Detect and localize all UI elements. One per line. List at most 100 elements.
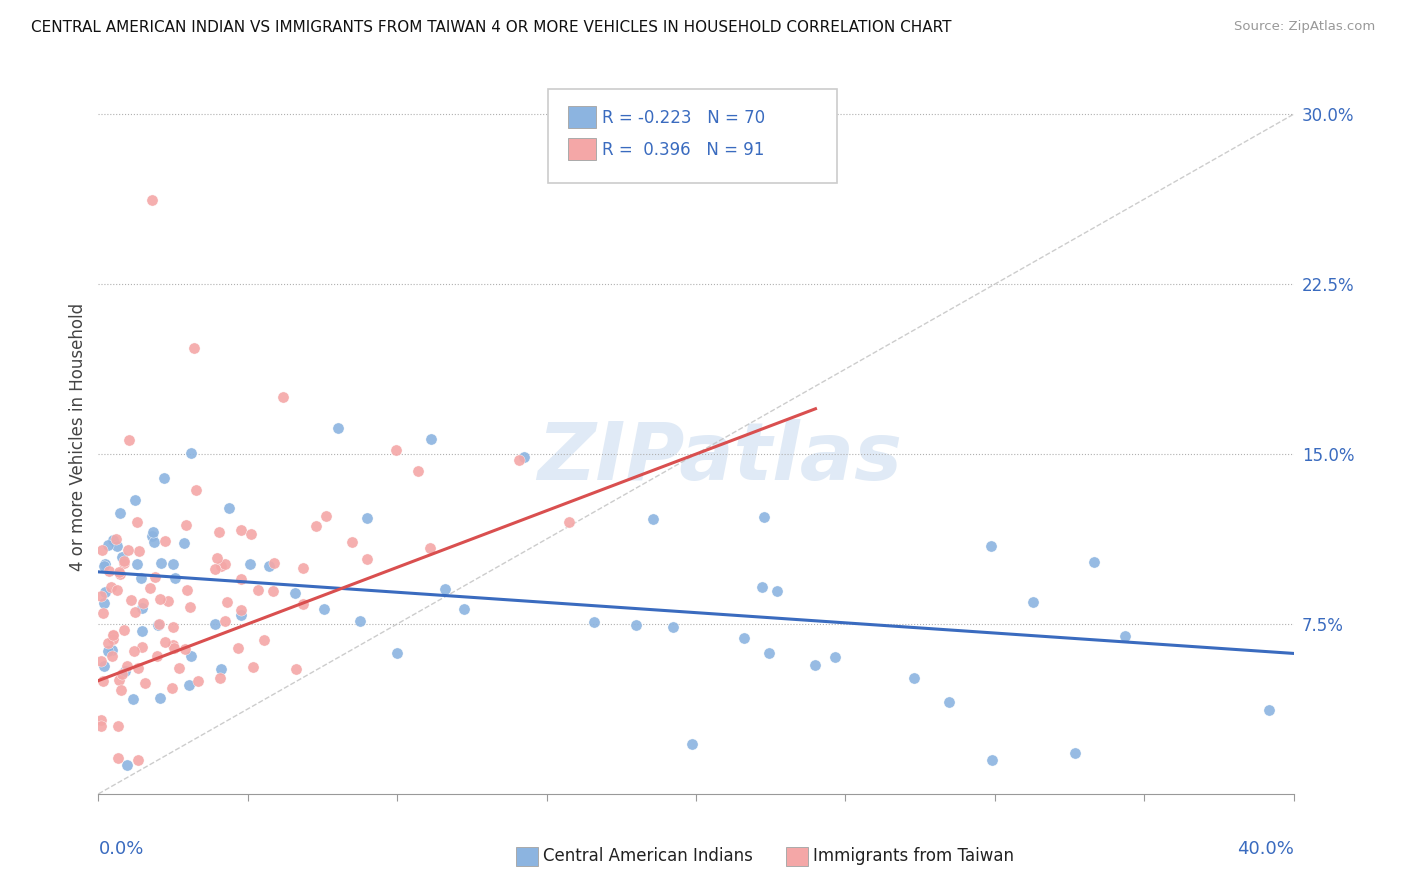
Point bbox=[305, 519, 328, 533]
Point bbox=[115, 757, 138, 772]
Point bbox=[153, 635, 176, 649]
Point bbox=[90, 719, 112, 733]
Point bbox=[292, 561, 315, 575]
Point bbox=[91, 673, 114, 688]
Point bbox=[349, 614, 371, 628]
Point bbox=[558, 515, 581, 529]
Point bbox=[117, 542, 139, 557]
Point bbox=[217, 595, 239, 609]
Point bbox=[187, 673, 209, 688]
Point bbox=[752, 510, 775, 524]
Point bbox=[108, 565, 131, 579]
Point bbox=[583, 615, 606, 629]
Point bbox=[218, 500, 240, 515]
Point bbox=[134, 676, 156, 690]
Point bbox=[513, 450, 536, 465]
Point bbox=[1083, 555, 1105, 569]
Point bbox=[804, 657, 827, 672]
Point bbox=[131, 640, 153, 655]
Point bbox=[662, 620, 685, 634]
Point bbox=[165, 571, 187, 585]
Point bbox=[733, 631, 755, 645]
Point bbox=[110, 683, 132, 698]
Point bbox=[93, 596, 115, 610]
Point bbox=[242, 660, 264, 674]
Point bbox=[626, 618, 648, 632]
Point bbox=[101, 627, 124, 641]
Point bbox=[132, 596, 155, 610]
Point bbox=[384, 442, 406, 457]
Point bbox=[148, 616, 170, 631]
Point bbox=[110, 506, 132, 520]
Point bbox=[214, 614, 236, 628]
Point bbox=[127, 515, 149, 529]
Point bbox=[97, 643, 120, 657]
Point bbox=[120, 592, 142, 607]
Point bbox=[231, 523, 253, 537]
Point bbox=[101, 649, 124, 664]
Point bbox=[111, 667, 134, 681]
Point bbox=[214, 557, 236, 571]
Point bbox=[938, 695, 960, 709]
Point bbox=[641, 511, 664, 525]
Point bbox=[183, 341, 205, 355]
Point bbox=[315, 509, 337, 524]
Point bbox=[180, 446, 202, 460]
Point bbox=[125, 557, 148, 571]
Point bbox=[419, 432, 441, 446]
Text: 40.0%: 40.0% bbox=[1237, 840, 1294, 858]
Point bbox=[751, 580, 773, 594]
Point bbox=[186, 483, 208, 498]
Point bbox=[114, 665, 136, 679]
Point bbox=[226, 640, 249, 655]
Point bbox=[124, 605, 146, 619]
Y-axis label: 4 or more Vehicles in Household: 4 or more Vehicles in Household bbox=[69, 303, 87, 571]
Point bbox=[314, 602, 336, 616]
Point bbox=[142, 524, 165, 539]
Point bbox=[418, 541, 440, 555]
Point bbox=[257, 559, 280, 574]
Point bbox=[108, 673, 131, 687]
Point bbox=[94, 584, 117, 599]
Point bbox=[118, 433, 141, 447]
Point bbox=[111, 549, 134, 564]
Point bbox=[121, 691, 143, 706]
Point bbox=[385, 647, 408, 661]
Point bbox=[408, 465, 430, 479]
Point bbox=[209, 559, 232, 574]
Point bbox=[90, 654, 112, 668]
Point bbox=[124, 493, 146, 508]
Point bbox=[90, 714, 112, 728]
Point bbox=[356, 551, 378, 566]
Point bbox=[981, 753, 1004, 767]
Point bbox=[253, 632, 276, 647]
Point bbox=[284, 586, 307, 600]
Point bbox=[162, 639, 184, 653]
Point bbox=[105, 539, 128, 553]
Point bbox=[340, 535, 363, 549]
Point bbox=[100, 580, 122, 594]
Point bbox=[1022, 594, 1045, 608]
Point bbox=[128, 544, 150, 558]
Point bbox=[143, 534, 166, 549]
Point bbox=[180, 648, 202, 663]
Point bbox=[262, 583, 284, 598]
Point bbox=[105, 582, 128, 597]
Point bbox=[169, 660, 191, 674]
Point bbox=[127, 660, 149, 674]
Point bbox=[453, 601, 475, 615]
Text: R = -0.223   N = 70: R = -0.223 N = 70 bbox=[602, 109, 765, 127]
Point bbox=[146, 618, 169, 632]
Point bbox=[163, 640, 186, 655]
Point bbox=[105, 532, 128, 546]
Point bbox=[112, 554, 135, 568]
Point bbox=[149, 690, 172, 705]
Point bbox=[174, 518, 197, 533]
Point bbox=[101, 533, 124, 547]
Point bbox=[271, 390, 294, 404]
Point bbox=[145, 648, 167, 663]
Point bbox=[107, 751, 129, 765]
Point bbox=[117, 658, 139, 673]
Point bbox=[131, 600, 153, 615]
Point bbox=[127, 753, 149, 767]
